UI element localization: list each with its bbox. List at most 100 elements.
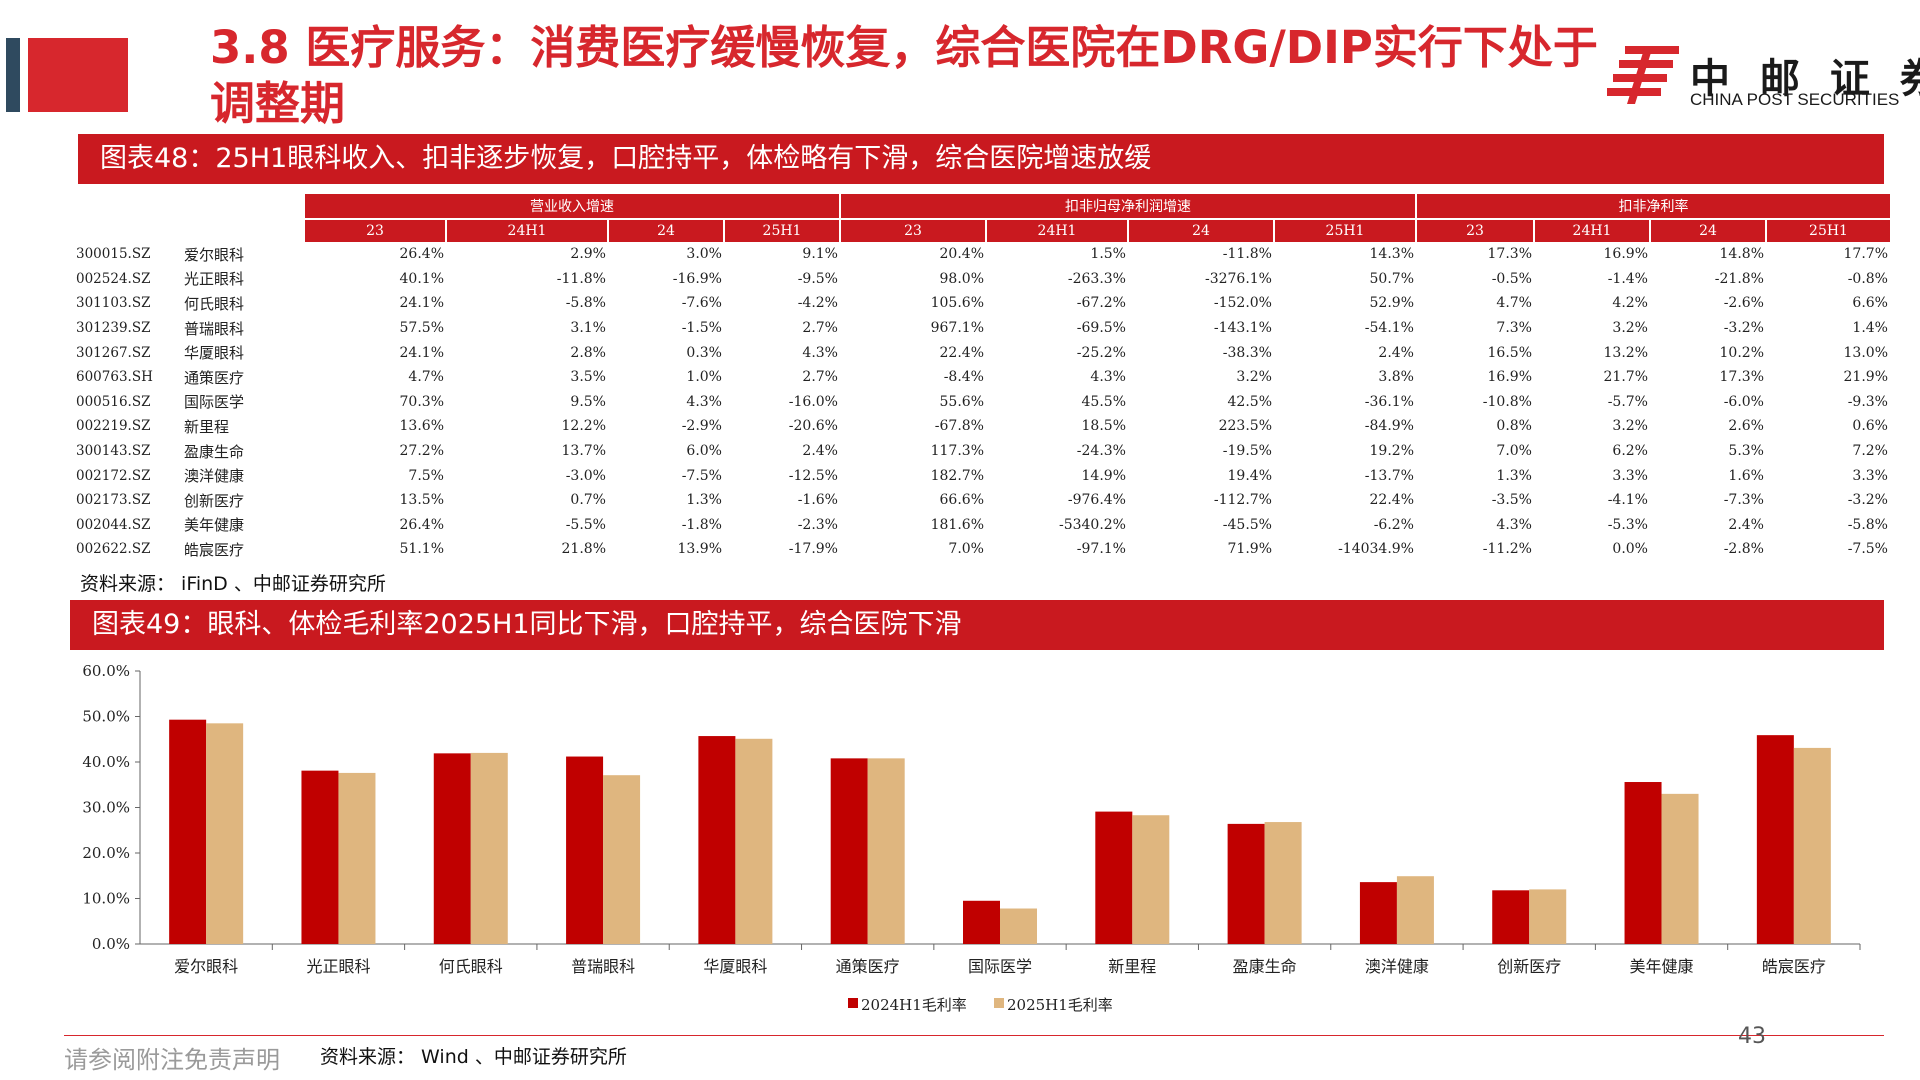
net-profit-growth-cell: -67.8% <box>934 418 984 435</box>
net-profit-growth-cell: 20.4% <box>939 246 984 263</box>
period-header: 23 <box>1415 218 1534 242</box>
net-margin-cell: 6.2% <box>1612 443 1648 460</box>
net-margin-cell: 4.7% <box>1496 295 1532 312</box>
table-period-header-row: 23 24H1 24 25H1 23 24H1 24 25H1 23 24H1 … <box>70 218 1890 242</box>
revenue-growth-cell: -1.5% <box>681 320 722 337</box>
revenue-growth-cell: 13.6% <box>399 418 444 435</box>
revenue-growth-cell: 6.0% <box>686 443 722 460</box>
net-margin-cell: 10.2% <box>1719 344 1764 361</box>
net-profit-growth-cell: -263.3% <box>1067 270 1126 287</box>
net-margin-cell: 13.0% <box>1843 344 1888 361</box>
revenue-growth-cell: 3.5% <box>570 369 606 386</box>
net-profit-growth-cell: 223.5% <box>1218 418 1272 435</box>
stock-code: 301103.SZ <box>76 295 151 312</box>
x-category-label: 何氏眼科 <box>439 957 503 976</box>
period-header: 23 <box>303 218 446 242</box>
revenue-growth-cell: -20.6% <box>788 418 838 435</box>
net-profit-growth-cell: 22.4% <box>1369 492 1414 509</box>
revenue-growth-cell: 26.4% <box>399 516 444 533</box>
table-row: 002172.SZ 澳洋健康 7.5% -3.0% -7.5% -12.5% 182.7% 1… <box>70 463 1890 488</box>
legend-swatch <box>848 998 858 1008</box>
net-margin-cell: 3.3% <box>1612 467 1648 484</box>
net-profit-growth-cell: 71.9% <box>1227 541 1272 558</box>
company-name: 国际医学 <box>184 393 245 412</box>
company-name: 美年健康 <box>184 516 245 535</box>
revenue-growth-cell: 21.8% <box>561 541 606 558</box>
company-name: 普瑞眼科 <box>184 319 245 338</box>
revenue-growth-cell: 2.7% <box>802 320 838 337</box>
revenue-growth-cell: 2.8% <box>570 344 606 361</box>
net-margin-cell: 16.9% <box>1603 246 1648 263</box>
company-name: 新里程 <box>184 417 230 436</box>
net-margin-cell: 5.3% <box>1728 443 1764 460</box>
company-name: 创新医疗 <box>184 491 245 510</box>
table-row: 000516.SZ 国际医学 70.3% 9.5% 4.3% -16.0% 55.6% 45.… <box>70 390 1890 415</box>
group-header-net-margin: 扣非净利率 <box>1415 194 1890 219</box>
x-category-label: 华厦眼科 <box>703 957 767 976</box>
net-profit-growth-cell: -69.5% <box>1076 320 1126 337</box>
logo-chinese-name: 中 邮 证 券 <box>1690 56 1920 102</box>
stock-code: 002524.SZ <box>76 270 151 287</box>
net-margin-cell: 17.3% <box>1487 246 1532 263</box>
table-row: 002524.SZ 光正眼科 40.1% -11.8% -16.9% -9.5% 98.0%… <box>70 267 1890 292</box>
table-row: 002219.SZ 新里程 13.6% 12.2% -2.9% -20.6% -67.8% 1… <box>70 414 1890 439</box>
net-margin-cell: -2.8% <box>1723 541 1764 558</box>
net-margin-cell: 7.2% <box>1852 443 1888 460</box>
table-row: 300015.SZ 爱尔眼科 26.4% 2.9% 3.0% 9.1% 20.4% 1.5% -… <box>70 242 1890 267</box>
net-profit-growth-cell: -143.1% <box>1213 320 1272 337</box>
x-category-label: 盈康生命 <box>1233 957 1297 976</box>
china-post-logo-icon <box>1607 46 1679 104</box>
net-margin-cell: 21.9% <box>1843 369 1888 386</box>
group-header-revenue: 营业收入增速 <box>303 194 840 219</box>
company-name: 光正眼科 <box>184 270 245 289</box>
stock-code: 002622.SZ <box>76 541 151 558</box>
net-margin-cell: -2.6% <box>1723 295 1764 312</box>
x-category-label: 国际医学 <box>968 957 1032 976</box>
net-margin-cell: 3.2% <box>1612 320 1648 337</box>
period-header: 24H1 <box>985 218 1128 242</box>
revenue-growth-cell: -1.8% <box>681 516 722 533</box>
revenue-growth-cell: 2.7% <box>802 369 838 386</box>
table-row: 301267.SZ 华厦眼科 24.1% 2.8% 0.3% 4.3% 22.4% -25.2… <box>70 340 1890 365</box>
decor-block-red <box>28 38 128 112</box>
bar-2024h1 <box>698 736 736 944</box>
table-row: 301103.SZ 何氏眼科 24.1% -5.8% -7.6% -4.2% 105.6% -… <box>70 291 1890 316</box>
revenue-growth-cell: -4.2% <box>797 295 838 312</box>
revenue-growth-cell: -7.5% <box>681 467 722 484</box>
bar-2025h1 <box>1661 793 1699 944</box>
bar-2025h1 <box>1396 876 1434 944</box>
net-profit-growth-cell: 3.8% <box>1378 369 1414 386</box>
net-margin-cell: -1.4% <box>1607 270 1648 287</box>
stock-code: 300015.SZ <box>76 246 151 263</box>
net-profit-growth-cell: 1.5% <box>1090 246 1126 263</box>
net-profit-growth-cell: -3276.1% <box>1204 270 1272 287</box>
revenue-growth-cell: -12.5% <box>788 467 838 484</box>
net-margin-cell: -4.1% <box>1607 492 1648 509</box>
net-margin-cell: 1.6% <box>1728 467 1764 484</box>
bar-2024h1 <box>1095 811 1133 944</box>
net-margin-cell: -3.2% <box>1847 492 1888 509</box>
page-number: 43 <box>1738 1024 1766 1049</box>
revenue-growth-cell: -7.6% <box>681 295 722 312</box>
net-profit-growth-cell: 3.2% <box>1236 369 1272 386</box>
company-name: 皓宸医疗 <box>184 540 245 559</box>
net-profit-growth-cell: 14.9% <box>1081 467 1126 484</box>
bar-2025h1 <box>1000 908 1037 944</box>
stock-code: 002173.SZ <box>76 492 151 509</box>
net-margin-cell: 3.3% <box>1852 467 1888 484</box>
net-margin-cell: 0.6% <box>1852 418 1888 435</box>
x-category-label: 澳洋健康 <box>1365 957 1429 976</box>
company-name: 华厦眼科 <box>184 344 245 363</box>
net-margin-cell: 2.4% <box>1728 516 1764 533</box>
y-tick-label: 20.0% <box>82 844 130 862</box>
period-header: 25H1 <box>1273 218 1416 242</box>
x-category-label: 光正眼科 <box>306 957 370 976</box>
x-category-label: 创新医疗 <box>1497 957 1561 976</box>
net-profit-growth-cell: -38.3% <box>1222 344 1272 361</box>
bar-2024h1 <box>566 756 604 944</box>
net-profit-growth-cell: 19.4% <box>1227 467 1272 484</box>
revenue-growth-cell: 27.2% <box>399 443 444 460</box>
revenue-growth-cell: -11.8% <box>556 270 606 287</box>
net-margin-cell: 1.3% <box>1496 467 1532 484</box>
bar-2024h1 <box>1359 882 1397 944</box>
